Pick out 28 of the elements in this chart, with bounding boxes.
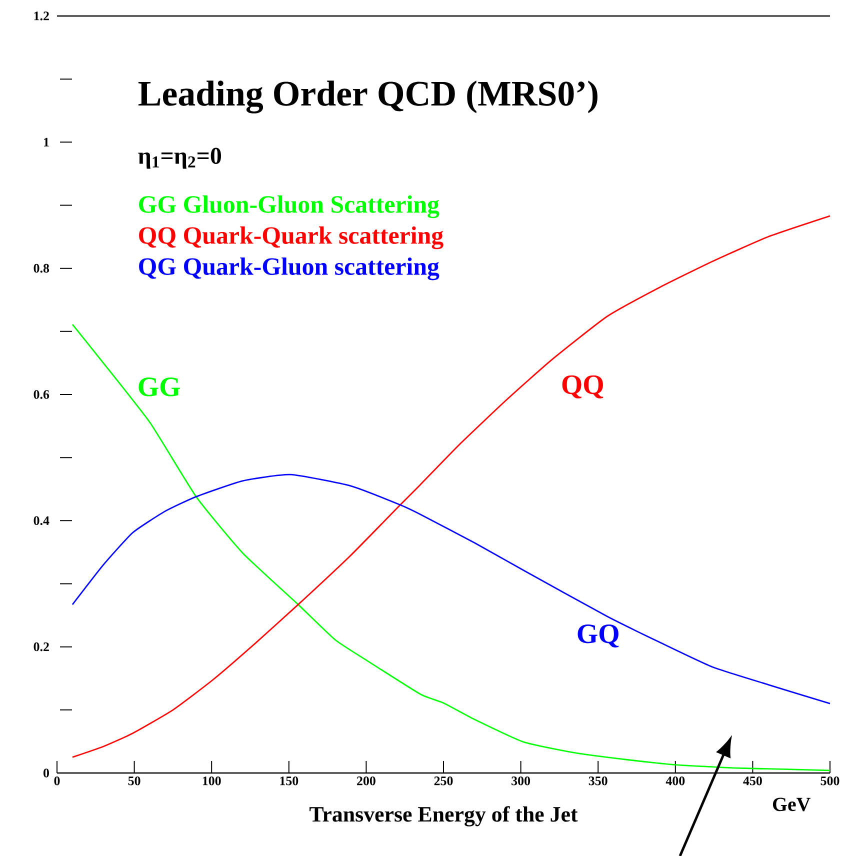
x-tick-label: 250	[434, 776, 453, 786]
text: Leading Order QCD (MRS0’)	[138, 80, 598, 114]
x-tick-label: 400	[666, 776, 685, 786]
x-axis-title: Transverse Energy of the Jet	[310, 806, 578, 826]
annotation: GQ	[578, 624, 619, 648]
x-tick-label: 350	[588, 776, 608, 786]
x-tick-label: 100	[202, 776, 221, 786]
x-tick-label: 500	[820, 776, 840, 786]
y-tick-label: 1.2	[34, 12, 49, 20]
annotation: GG	[138, 378, 180, 396]
text: GG Gluon-Gluon Scattering	[139, 195, 440, 218]
x-tick-label: 300	[512, 776, 530, 786]
x-tick-label: 200	[357, 776, 376, 786]
y-tick-label: 0.8	[34, 264, 50, 273]
y-tick-label: 0.4	[34, 516, 50, 526]
y-tick-label: 1	[44, 138, 49, 146]
x-tick-label: 0	[54, 776, 60, 786]
x-tick-label: 50	[128, 776, 140, 786]
text: QQ Quark-Quark scattering	[139, 226, 444, 250]
annotation: QQ	[562, 375, 604, 398]
y-tick-label: 0	[44, 768, 49, 778]
y-tick-label: 0.2	[34, 642, 49, 652]
text: GeV	[772, 798, 810, 812]
text: QG Quark-Gluon scattering	[139, 257, 440, 280]
y-tick-label: 0.6	[34, 390, 50, 399]
x-tick-label: 450	[743, 776, 762, 786]
x-tick-label: 150	[280, 776, 298, 786]
text: η$_{1}$=η$_{2}$=0	[138, 148, 222, 169]
